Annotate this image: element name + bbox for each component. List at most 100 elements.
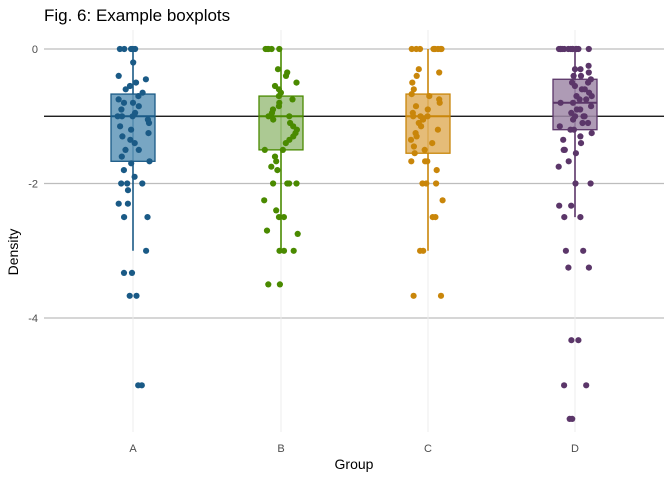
data-point <box>293 180 300 187</box>
data-point <box>429 214 436 221</box>
data-point <box>420 116 427 123</box>
data-point <box>135 382 142 389</box>
data-point <box>274 66 282 73</box>
y-tick-labels: 0 -2 -4 <box>28 44 38 325</box>
jittered-points <box>114 45 595 422</box>
data-point <box>118 180 125 187</box>
data-point <box>131 140 138 147</box>
data-point <box>261 197 268 204</box>
data-point <box>131 173 138 180</box>
data-point <box>268 163 275 170</box>
data-point <box>116 45 123 53</box>
data-point <box>418 123 425 130</box>
data-point <box>413 72 420 79</box>
data-point <box>115 72 122 79</box>
data-point <box>434 126 441 133</box>
data-point <box>577 214 584 221</box>
data-point <box>410 113 417 120</box>
data-point <box>577 72 585 79</box>
data-point <box>130 59 137 66</box>
data-point <box>419 180 426 187</box>
data-point <box>580 247 587 254</box>
data-point <box>422 158 429 165</box>
data-point <box>570 116 577 123</box>
data-point <box>413 133 420 140</box>
data-point <box>585 45 592 53</box>
data-point <box>584 119 592 127</box>
data-point <box>128 126 135 133</box>
data-point <box>410 86 417 93</box>
data-point <box>411 150 418 157</box>
data-point <box>276 247 283 254</box>
data-point <box>126 82 134 90</box>
data-point <box>280 247 288 254</box>
data-point <box>585 62 592 69</box>
data-point <box>135 93 142 100</box>
data-point <box>424 113 431 120</box>
data-point <box>139 89 146 96</box>
data-point <box>127 136 134 143</box>
data-point <box>128 160 135 167</box>
data-point <box>128 269 136 276</box>
data-point <box>118 153 125 160</box>
data-point <box>294 230 301 237</box>
data-point <box>421 146 428 153</box>
data-point <box>268 45 275 53</box>
data-point <box>562 247 570 254</box>
data-point <box>588 103 595 110</box>
data-point <box>121 45 128 53</box>
data-point <box>560 136 567 143</box>
data-point <box>556 123 563 130</box>
data-point <box>561 146 568 153</box>
x-tick-label: D <box>571 443 579 455</box>
data-point <box>561 382 568 389</box>
data-point <box>409 79 416 86</box>
data-point <box>144 214 151 221</box>
data-point <box>133 292 140 299</box>
data-point <box>408 158 415 165</box>
x-tick-labels: A B C D <box>129 443 579 455</box>
data-point <box>275 93 282 100</box>
y-axis-title: Density <box>5 229 21 276</box>
data-point <box>585 79 592 86</box>
boxes <box>110 78 598 162</box>
data-point <box>118 106 125 113</box>
data-point <box>122 86 129 93</box>
data-point <box>132 79 140 86</box>
data-point <box>579 119 586 127</box>
data-point <box>412 103 420 110</box>
data-point <box>289 96 296 103</box>
data-point <box>588 130 595 137</box>
data-point <box>120 269 128 276</box>
data-point <box>118 113 126 120</box>
data-point <box>142 76 149 83</box>
data-point <box>408 91 415 98</box>
data-point <box>261 146 268 153</box>
data-point <box>429 140 436 147</box>
data-point <box>569 45 576 53</box>
data-point <box>280 214 287 221</box>
data-point <box>555 163 562 170</box>
data-point <box>433 180 440 187</box>
data-point <box>410 143 417 150</box>
data-point <box>128 45 135 53</box>
data-point <box>117 123 124 130</box>
data-point <box>581 86 588 93</box>
data-point <box>565 158 572 165</box>
data-point <box>437 292 445 299</box>
data-point <box>282 72 290 79</box>
x-tick-label: A <box>129 443 137 455</box>
data-point <box>146 158 153 165</box>
data-point <box>408 45 415 53</box>
data-point <box>583 382 590 389</box>
y-tick-label: 0 <box>32 44 38 56</box>
data-point <box>576 96 583 103</box>
data-point <box>424 106 431 113</box>
data-point <box>557 99 564 106</box>
data-point <box>262 45 269 53</box>
x-axis-title: Group <box>335 456 374 472</box>
data-point <box>426 93 433 100</box>
data-point <box>143 247 150 254</box>
data-point <box>129 99 137 106</box>
